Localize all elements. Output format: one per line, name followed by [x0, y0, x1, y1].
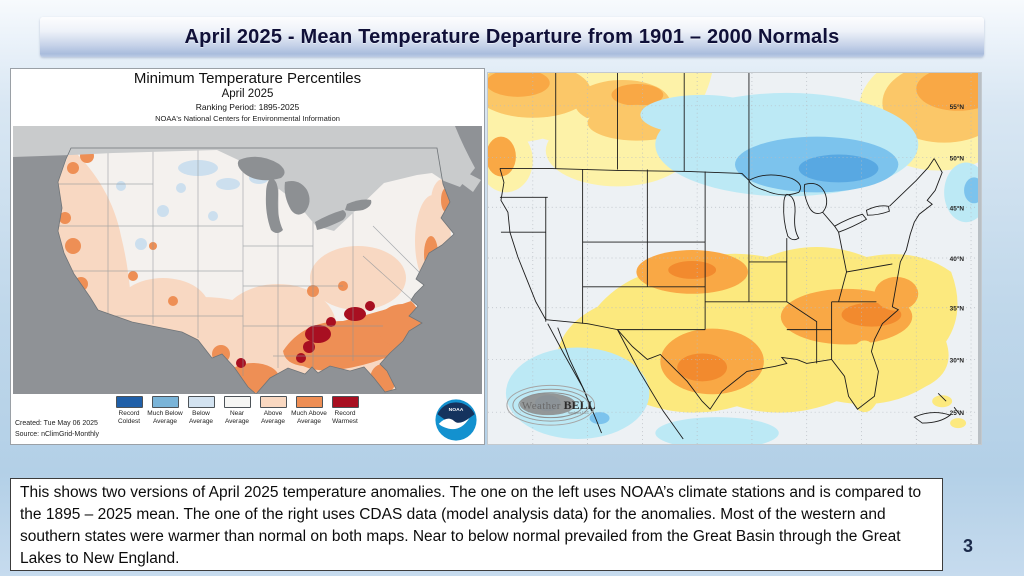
legend-swatch-record-warmest [331, 396, 359, 408]
svg-text:35°N: 35°N [950, 305, 965, 313]
legend-item: Below Average [183, 396, 219, 426]
percentile-legend: Record Coldest Much Below Average Below … [111, 396, 363, 426]
cdas-map-panel: 55°N 50°N 45°N 40°N 35°N 30°N 25°N Weath… [487, 72, 982, 445]
left-map-subtitle: April 2025 [221, 88, 274, 100]
slide-title: April 2025 - Mean Temperature Departure … [184, 25, 840, 48]
caption-text: This shows two versions of April 2025 te… [20, 484, 922, 568]
graticule [488, 73, 981, 444]
legend-item: Above Average [255, 396, 291, 426]
svg-text:25°N: 25°N [950, 409, 965, 417]
scroll-edge-line [978, 73, 981, 444]
legend-swatch-much-below [151, 396, 179, 408]
page-number: 3 [962, 536, 973, 556]
latitude-labels: 55°N 50°N 45°N 40°N 35°N 30°N 25°N [950, 103, 965, 417]
right-map-graphic: 55°N 50°N 45°N 40°N 35°N 30°N 25°N Weath… [488, 73, 981, 444]
svg-text:BELL: BELL [564, 398, 596, 412]
created-date: Created: Tue May 06 2025 [15, 420, 98, 427]
legend-label: Record Warmest [332, 410, 358, 425]
svg-text:50°N: 50°N [950, 155, 965, 163]
legend-swatch-near [223, 396, 251, 408]
svg-text:30°N: 30°N [950, 356, 965, 364]
great-lakes [237, 156, 372, 233]
noaa-map-panel: Minimum Temperature Percentiles April 20… [10, 68, 485, 445]
caption-box: This shows two versions of April 2025 te… [10, 478, 943, 571]
left-map-graphic [13, 126, 482, 394]
legend-label: Much Above Average [291, 410, 327, 425]
legend-label: Below Average [188, 410, 214, 425]
svg-text:45°N: 45°N [950, 204, 965, 212]
legend-swatch-much-above [295, 396, 323, 408]
weatherbell-logo: Weather BELL Analytics LLC [506, 384, 596, 426]
legend-item: Much Below Average [147, 396, 183, 426]
left-map-ranking-period: Ranking Period: 1895-2025 [195, 102, 300, 112]
nova-scotia [457, 168, 481, 192]
country-state-borders [499, 73, 961, 440]
us-outline [57, 147, 455, 394]
legend-item: Record Coldest [111, 396, 147, 426]
svg-text:40°N: 40°N [950, 255, 965, 263]
left-map-title: Minimum Temperature Percentiles [133, 70, 362, 87]
left-map-header: Minimum Temperature Percentiles April 20… [11, 70, 484, 123]
legend-item: Much Above Average [291, 396, 327, 426]
legend-label: Above Average [260, 410, 286, 425]
data-source: Source: nClimGrid-Monthly [15, 431, 100, 438]
svg-text:NOAA: NOAA [449, 407, 464, 413]
legend-swatch-above [259, 396, 287, 408]
legend-label: Much Below Average [147, 410, 183, 425]
noaa-logo-icon: NOAA [435, 399, 477, 441]
legend-label: Record Coldest [117, 410, 141, 425]
svg-text:Weather: Weather [522, 400, 561, 412]
title-banner: April 2025 - Mean Temperature Departure … [40, 17, 984, 57]
legend-item: Near Average [219, 396, 255, 426]
svg-text:Analytics LLC: Analytics LLC [568, 411, 590, 415]
svg-text:55°N: 55°N [950, 103, 965, 111]
legend-label: Near Average [224, 410, 250, 425]
legend-swatch-record-coldest [115, 396, 143, 408]
legend-swatch-below [187, 396, 215, 408]
left-map-agency: NOAA's National Centers for Environmenta… [155, 114, 340, 123]
legend-item: Record Warmest [327, 396, 363, 426]
